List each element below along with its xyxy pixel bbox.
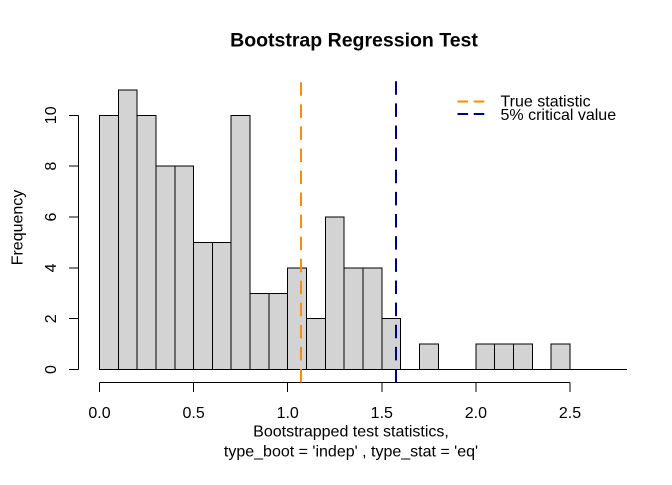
- svg-text:10: 10: [43, 106, 60, 124]
- svg-text:0.0: 0.0: [88, 405, 110, 422]
- svg-text:2: 2: [43, 314, 60, 323]
- svg-text:0: 0: [43, 365, 60, 374]
- svg-text:1.0: 1.0: [277, 405, 299, 422]
- svg-text:Frequency: Frequency: [10, 190, 27, 266]
- svg-text:4: 4: [43, 263, 60, 272]
- svg-text:2.5: 2.5: [559, 405, 581, 422]
- svg-text:6: 6: [43, 212, 60, 221]
- svg-text:0.5: 0.5: [182, 405, 204, 422]
- svg-text:5% critical value: 5% critical value: [501, 107, 617, 124]
- svg-text:Bootstrap Regression Test: Bootstrap Regression Test: [230, 30, 478, 52]
- svg-text:type_boot = 'indep' , type_sta: type_boot = 'indep' , type_stat = 'eq': [224, 443, 478, 460]
- svg-text:Bootstrapped test statistics,: Bootstrapped test statistics,: [253, 424, 449, 441]
- svg-text:8: 8: [43, 162, 60, 171]
- svg-text:1.5: 1.5: [371, 405, 393, 422]
- svg-text:2.0: 2.0: [465, 405, 487, 422]
- svg-text:True statistic: True statistic: [501, 94, 591, 111]
